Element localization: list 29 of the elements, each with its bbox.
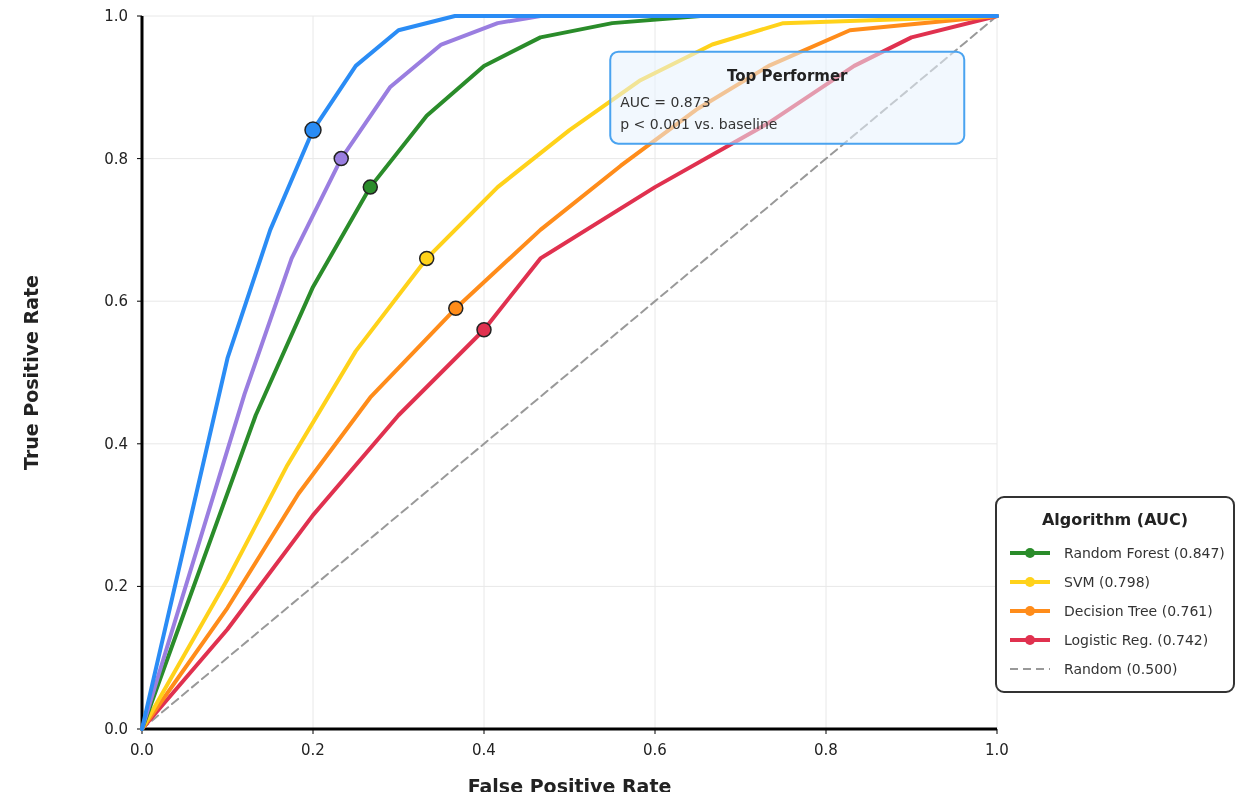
- legend-label: SVM (0.798): [1064, 574, 1150, 590]
- y-tick-label: 0.4: [104, 434, 128, 453]
- annotation: Top Performer: [727, 66, 849, 85]
- x-tick-label: 0.6: [643, 741, 667, 759]
- annotation: p < 0.001 vs. baseline: [620, 115, 778, 132]
- legend-title: Algorithm (AUC): [1041, 510, 1189, 529]
- x-tick-label: 0.2: [301, 741, 325, 759]
- y-tick-label: 0.6: [104, 292, 128, 311]
- x-tick-label: 0.0: [130, 741, 154, 759]
- legend-label: Decision Tree (0.761): [1064, 603, 1213, 619]
- y-tick-label: 0.2: [104, 577, 128, 596]
- point: [418, 250, 435, 267]
- legend-label: Random Forest (0.847): [1064, 545, 1225, 561]
- point: [362, 179, 379, 195]
- y-axis-title: True Positive Rate: [20, 275, 42, 470]
- point: [333, 150, 349, 167]
- x-tick-label: 0.4: [472, 741, 496, 759]
- point: [448, 300, 464, 317]
- callout-box: Top Performer AUC = 0.873 p < 0.001 vs. baseline: [609, 50, 966, 145]
- x-tick-label: 1.0: [985, 741, 1009, 759]
- annotation: AUC = 0.873: [620, 93, 711, 110]
- legend-label: Logistic Reg. (0.742): [1064, 632, 1209, 648]
- legend-label: Random (0.500): [1064, 661, 1178, 677]
- x-tick-label: 0.8: [814, 741, 838, 759]
- y-tick-label: 0.8: [104, 149, 128, 168]
- y-tick-label: 1.0: [104, 7, 128, 25]
- y-tick-label: 0.0: [104, 720, 128, 738]
- point: [476, 321, 492, 338]
- point: [304, 121, 322, 139]
